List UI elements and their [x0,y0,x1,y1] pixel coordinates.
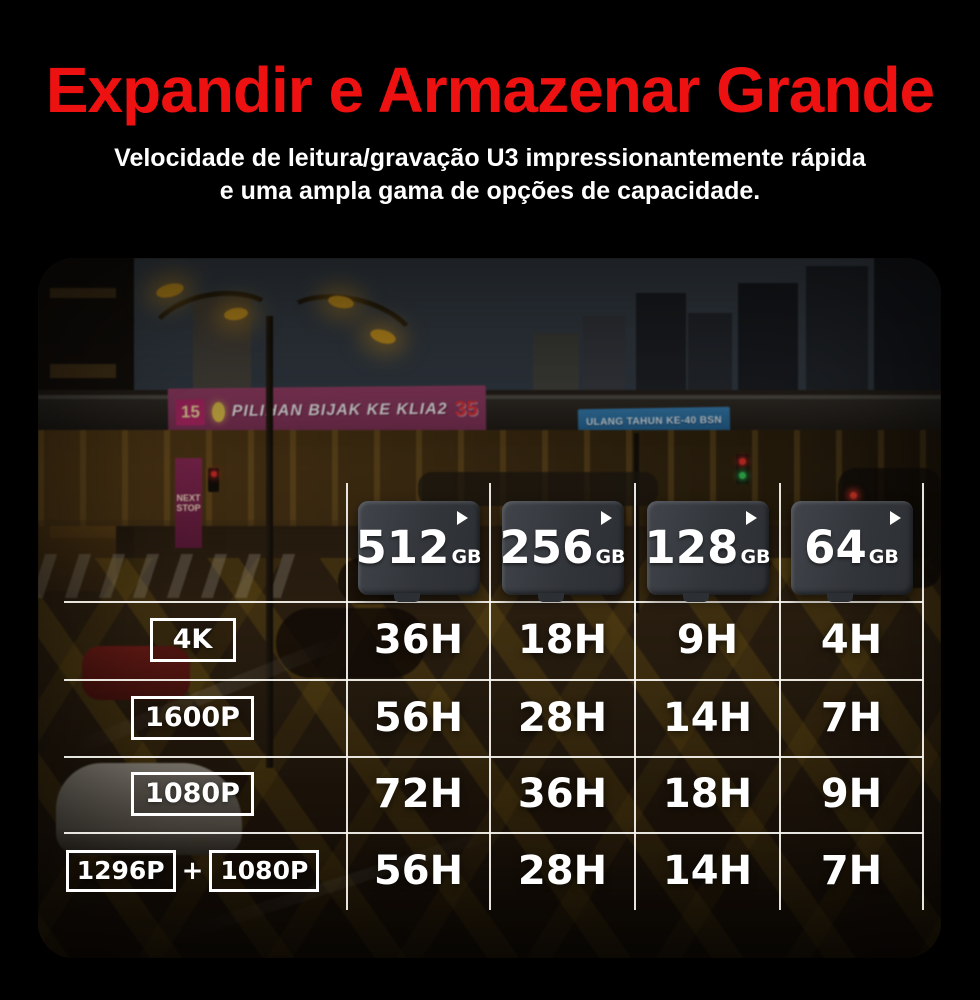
resolution-badge-1296p: 1296P [65,850,176,892]
recording-time: 36H [373,617,464,663]
subtitle-line-2: e uma ampla gama de opções de capacidade… [219,177,761,205]
play-arrow-icon [600,511,612,525]
sd-card-cell: 64 GB [780,483,923,602]
billboard: 15 PILIHAN BIJAK KE KLIA2 35 [167,385,487,437]
sd-card-64gb: 64 GB [790,501,913,602]
table-empty-cell [38,483,347,601]
banner-blue-text: ULANG TAHUN KE-40 BSN [585,414,723,428]
table-gridline-vertical [489,483,491,910]
recording-time: 9H [676,617,739,663]
recording-time: 14H [662,694,753,741]
table-gridline-horizontal [64,679,923,681]
card-capacity: 512 [355,521,450,574]
table-gridline-vertical [922,483,924,910]
billboard-price: 35 [454,397,479,421]
recording-time: 56H [373,848,464,894]
recording-time: 9H [820,771,883,817]
recording-time: 18H [517,617,608,663]
billboard-text: PILIHAN BIJAK KE KLIA2 [231,400,448,420]
play-arrow-icon [745,511,757,525]
table-gridline-vertical [346,483,348,910]
header: Expandir e Armazenar Grande Velocidade d… [0,0,980,208]
resolution-badge-4k: 4K [149,618,236,662]
recording-time: 18H [662,771,753,817]
row-label-cell: 4K [38,601,347,679]
card-capacity: 128 [644,521,739,574]
traffic-light [736,454,749,484]
city-photo-panel: 15 PILIHAN BIJAK KE KLIA2 35 ULANG TAHUN… [38,258,941,958]
sd-card-cell: 128 GB [635,483,780,602]
recording-time: 28H [517,848,608,894]
card-unit: GB [740,546,771,568]
table-gridline-vertical [779,483,781,910]
table-gridline-horizontal [64,756,923,758]
recording-time: 7H [820,848,883,894]
row-label-cell: 1600P [38,679,347,756]
page-title: Expandir e Armazenar Grande [45,54,935,126]
resolution-badge-1080p: 1080P [131,772,254,816]
card-capacity: 64 [804,521,867,574]
card-unit: GB [595,546,626,568]
subtitle-line-1: Velocidade de leitura/gravação U3 impres… [114,144,866,172]
recording-time: 4H [820,617,883,663]
sd-card-cell: 512 GB [347,483,490,602]
resolution-badge-1600p: 1600P [131,695,254,740]
card-unit: GB [868,546,899,568]
recording-time: 36H [517,771,608,817]
sd-card-cell: 256 GB [490,483,635,602]
play-arrow-icon [889,511,901,525]
resolution-badge-1080p: 1080P [209,850,320,892]
sd-card-128gb: 128 GB [644,501,771,602]
sd-card-512gb: 512 GB [355,501,482,602]
card-capacity: 256 [499,521,594,574]
recording-time: 14H [662,848,753,894]
recording-time: 28H [517,694,608,741]
recording-time: 56H [373,694,464,741]
play-arrow-icon [456,511,468,525]
table-gridline-vertical [634,483,636,910]
sd-card-256gb: 256 GB [499,501,626,602]
row-label-cell: 1080P [38,756,347,832]
row-label-cell: 1296P + 1080P [38,832,347,910]
subtitle: Velocidade de leitura/gravação U3 impres… [0,142,980,208]
table-gridline-horizontal [64,601,923,603]
card-unit: GB [451,546,482,568]
billboard-badge: 15 [175,399,206,426]
recording-time: 72H [373,771,464,817]
table-gridline-horizontal [64,832,923,834]
recording-time: 7H [820,694,883,741]
plus-sign: + [181,856,204,886]
capacity-table: 512 GB 256 GB 128 GB [38,483,923,910]
moon-logo-icon [211,402,225,423]
